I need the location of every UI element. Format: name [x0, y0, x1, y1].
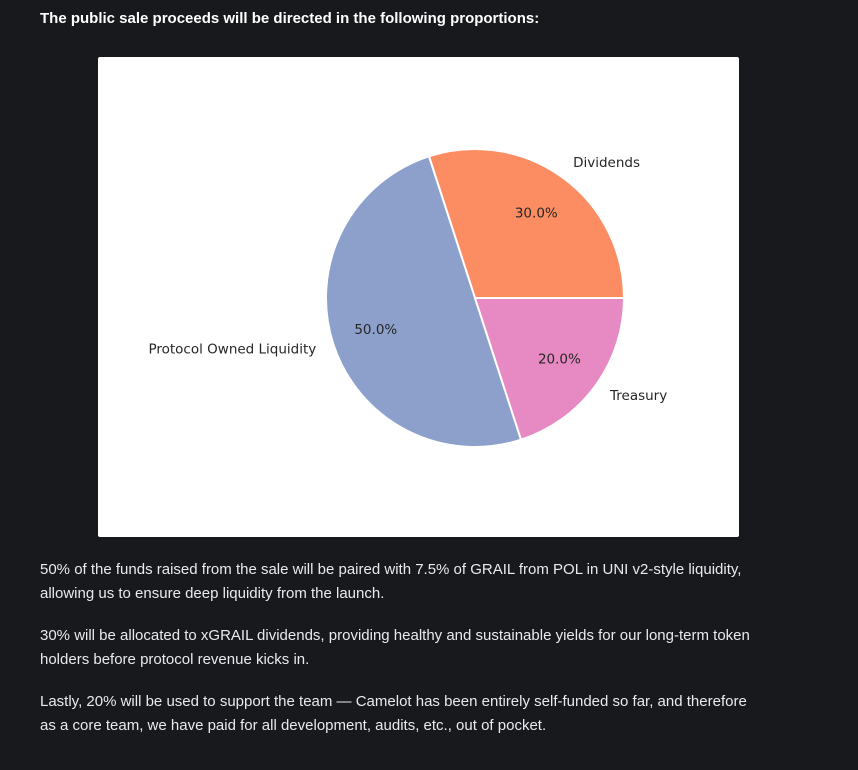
- paragraph-line: Lastly, 20% will be used to support the …: [40, 693, 747, 710]
- pie-slice-dividends: [427, 148, 625, 299]
- paragraph-line: holders before protocol revenue kicks in…: [40, 651, 310, 668]
- pie-pct-label-protocol-owned-liquidity: 50.0%: [354, 322, 397, 338]
- pie-pct-label-treasury: 20.0%: [538, 351, 581, 367]
- paragraph-line: as a core team, we have paid for all dev…: [40, 717, 547, 734]
- body-text: 50% of the funds raised from the sale wi…: [40, 558, 750, 756]
- pie-pct-label-dividends: 30.0%: [515, 206, 558, 222]
- pie-slice-protocol-owned-liquidity: [325, 155, 523, 448]
- pie-category-label-protocol-owned-liquidity: Protocol Owned Liquidity: [148, 342, 316, 358]
- paragraph-line: 50% of the funds raised from the sale wi…: [40, 561, 742, 578]
- pie-slice-treasury: [474, 297, 625, 441]
- paragraph-liquidity: 50% of the funds raised from the sale wi…: [40, 558, 750, 606]
- page-heading: The public sale proceeds will be directe…: [40, 10, 540, 27]
- pie-chart: 30.0% Dividends 50.0% Protocol Owned Liquid…: [148, 148, 667, 448]
- paragraph-line: 30% will be allocated to xGRAIL dividend…: [40, 627, 750, 644]
- paragraph-dividends: 30% will be allocated to xGRAIL dividend…: [40, 624, 750, 672]
- paragraph-line: allowing us to ensure deep liquidity fro…: [40, 585, 385, 602]
- pie-category-label-dividends: Dividends: [573, 155, 640, 171]
- paragraph-team: Lastly, 20% will be used to support the …: [40, 690, 750, 738]
- chart-card: 30.0% Dividends 50.0% Protocol Owned Liquid…: [98, 57, 739, 537]
- pie-category-label-treasury: Treasury: [609, 388, 667, 404]
